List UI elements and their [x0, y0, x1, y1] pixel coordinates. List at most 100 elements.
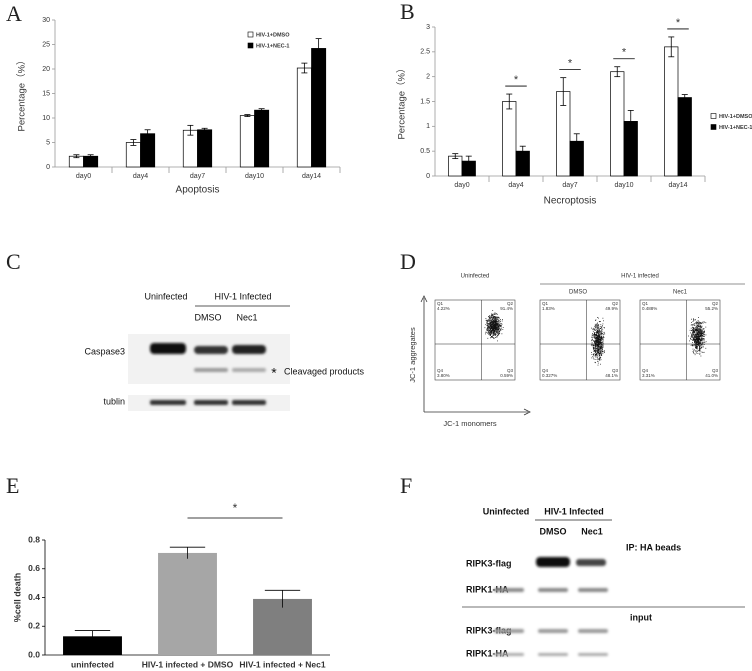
event-dot	[485, 319, 487, 321]
event-dot	[695, 326, 697, 327]
event-dot	[597, 350, 598, 351]
event-dot	[497, 326, 498, 328]
band	[536, 557, 570, 567]
event-dot	[499, 320, 501, 322]
quadrant-percent: 3.80%	[437, 373, 450, 378]
event-dot	[697, 341, 699, 343]
event-dot	[596, 352, 598, 353]
event-dot	[695, 331, 697, 332]
event-dot	[693, 338, 694, 339]
event-dot	[487, 327, 489, 328]
event-dot	[485, 331, 487, 333]
event-dot	[698, 322, 700, 324]
event-dot	[690, 324, 692, 326]
event-dot	[491, 324, 493, 326]
event-dot	[490, 334, 491, 336]
y-tick-label: 0.5	[420, 148, 430, 155]
event-dot	[694, 344, 696, 346]
event-dot	[694, 335, 696, 337]
event-dot	[494, 317, 496, 319]
event-dot	[489, 330, 490, 332]
event-dot	[492, 326, 494, 328]
event-dot	[598, 335, 600, 336]
event-dot	[696, 339, 698, 341]
event-dot	[691, 334, 693, 336]
event-dot	[695, 340, 697, 342]
event-dot	[600, 324, 602, 326]
event-dot	[696, 342, 698, 344]
event-dot	[494, 329, 496, 331]
event-dot	[603, 334, 604, 336]
event-dot	[696, 340, 698, 342]
error-bar	[614, 66, 621, 78]
event-dot	[593, 328, 595, 330]
event-dot	[594, 342, 596, 344]
event-dot	[696, 322, 698, 323]
error-bar	[144, 129, 151, 139]
event-dot	[592, 343, 594, 345]
axis-label: JC-1 aggregates	[408, 327, 417, 383]
event-dot	[699, 331, 701, 333]
event-dot	[698, 329, 699, 331]
event-dot	[491, 333, 492, 334]
event-dot	[597, 355, 598, 357]
event-dot	[493, 331, 495, 332]
event-dot	[697, 350, 699, 352]
event-dot	[696, 330, 698, 332]
event-dot	[594, 346, 596, 347]
legend-label: HIV-1+NEC-1	[256, 43, 289, 49]
event-dot	[692, 337, 693, 339]
event-dot	[698, 342, 700, 344]
event-dot	[595, 330, 597, 331]
event-dot	[594, 336, 595, 338]
event-dot	[698, 323, 699, 324]
x-tick-label: day14	[668, 182, 687, 189]
event-dot	[597, 339, 599, 341]
quadrant-percent: 0.488%	[642, 306, 657, 311]
event-dot	[488, 317, 490, 319]
legend-swatch	[247, 31, 254, 38]
event-dot	[494, 319, 495, 321]
event-dot	[492, 319, 494, 320]
event-dot	[499, 326, 501, 327]
event-dot	[698, 330, 700, 332]
event-dot	[599, 341, 601, 343]
event-dot	[699, 349, 700, 351]
event-dot	[488, 316, 490, 318]
event-dot	[699, 328, 701, 329]
event-dot	[599, 339, 601, 341]
event-dot	[694, 334, 695, 336]
event-dot	[702, 346, 704, 348]
event-dot	[597, 317, 598, 318]
event-dot	[599, 321, 600, 323]
event-dot	[601, 338, 602, 340]
event-dot	[597, 328, 599, 330]
event-dot	[602, 353, 604, 355]
band	[150, 343, 186, 354]
section-label: IP: HA beads	[626, 542, 681, 552]
event-dot	[491, 316, 493, 318]
panel-letter: A	[6, 1, 22, 26]
event-dot	[499, 321, 500, 323]
event-dot	[701, 340, 702, 341]
event-dot	[598, 326, 599, 328]
event-dot	[604, 333, 606, 335]
legend-swatch	[710, 124, 717, 130]
band	[576, 559, 606, 566]
event-dot	[693, 333, 695, 335]
event-dot	[597, 332, 599, 333]
event-dot	[495, 320, 497, 322]
event-dot	[600, 339, 602, 341]
event-dot	[492, 329, 494, 331]
section-label: input	[630, 612, 652, 622]
event-dot	[701, 334, 703, 336]
event-dot	[700, 341, 701, 343]
event-dot	[491, 320, 493, 321]
event-dot	[596, 330, 598, 332]
error-bar	[187, 124, 194, 136]
event-dot	[703, 331, 705, 332]
event-dot	[697, 342, 698, 344]
y-tick-label: 2.5	[420, 49, 430, 56]
event-dot	[494, 332, 495, 333]
event-dot	[488, 326, 490, 328]
